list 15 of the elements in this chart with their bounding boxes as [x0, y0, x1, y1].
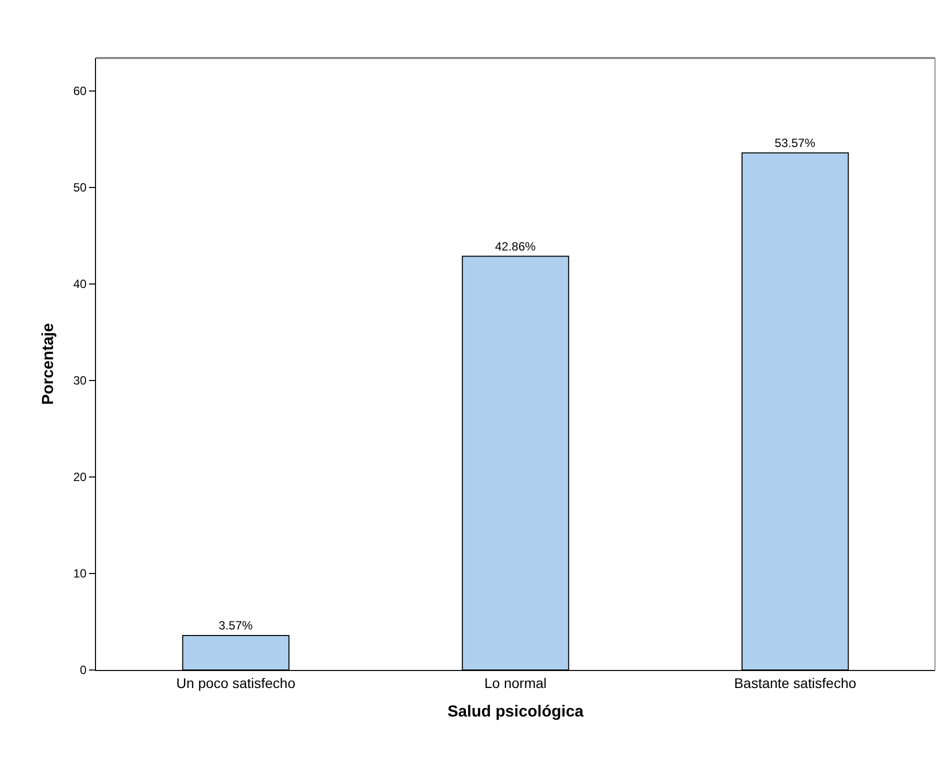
y-tick-label: 30 — [73, 374, 87, 388]
y-tick-label: 0 — [80, 663, 87, 678]
y-tick-label: 50 — [73, 180, 87, 195]
x-tick-label: Un poco satisfecho — [176, 674, 296, 691]
y-axis-title: Porcentaje — [40, 322, 58, 405]
y-tick-label: 40 — [73, 277, 87, 292]
x-tick-label: Lo normal — [484, 674, 547, 691]
x-tick-label: Bastante satisfecho — [734, 674, 856, 691]
x-axis-title: Salud psicológica — [447, 704, 584, 720]
data-label: 42.86% — [494, 239, 536, 254]
data-label: 53.57% — [774, 136, 816, 150]
y-tick-label: 20 — [73, 470, 87, 484]
y-tick-label: 60 — [73, 84, 87, 98]
y-tick-label: 10 — [73, 566, 87, 581]
data-label: 3.57% — [218, 618, 254, 633]
